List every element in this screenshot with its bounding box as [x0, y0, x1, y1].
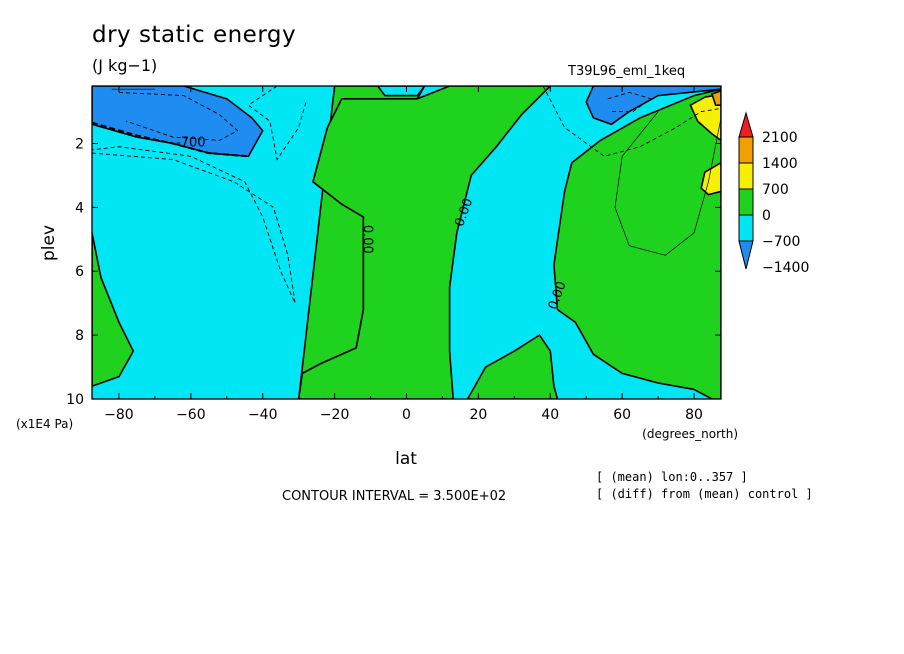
x-tick-label: 0 [402, 407, 411, 423]
y-tick-label: 6 [75, 264, 84, 280]
y-tick-label: 8 [75, 328, 84, 344]
x-tick-label: 80 [685, 407, 703, 423]
colorbar-box [738, 136, 754, 164]
contour-minus700 [92, 121, 249, 158]
colorbar-box [738, 214, 754, 242]
x-axis-units: (degrees_north) [642, 427, 738, 441]
chart-units: (J kg−1) [92, 56, 158, 75]
y-tick-label: 2 [75, 136, 84, 152]
colorbar-label: −700 [762, 234, 800, 250]
colorbar-label: −1400 [762, 260, 809, 276]
colorbar-bottom-arrow [738, 240, 754, 270]
dashed-contour-0 [92, 146, 296, 304]
mean-note: [ (mean) lon:0..357 ] [596, 470, 748, 484]
dashed-contour-2 [247, 86, 307, 161]
region-green-1 [92, 232, 135, 388]
colorbar-label: 0 [762, 208, 771, 224]
x-axis-label: lat [395, 449, 417, 469]
colorbar-label: 2100 [762, 130, 798, 146]
contour-interval: CONTOUR INTERVAL = 3.500E+02 [282, 489, 507, 504]
x-tick-label: 40 [541, 407, 559, 423]
dashed-contour-4 [607, 91, 652, 113]
x-tick-label: 60 [613, 407, 631, 423]
x-tick-label: −20 [320, 407, 350, 423]
x-tick-label: −60 [176, 407, 206, 423]
plot-area [92, 86, 721, 399]
y-tick-label: 4 [75, 200, 84, 216]
contour-label-1: 0.00 [359, 225, 374, 254]
region-blue-10 [92, 86, 264, 158]
y-axis-units: (x1E4 Pa) [16, 417, 73, 431]
y-axis-label: plev [39, 225, 59, 261]
colorbar-top-arrow [738, 111, 754, 138]
chart-title: dry static energy [92, 22, 297, 48]
region-orange-9 [711, 89, 721, 106]
x-tick-label: −40 [248, 407, 278, 423]
diff-note: [ (diff) from (mean) control ] [596, 487, 813, 501]
dashed-contour-3 [542, 86, 721, 157]
y-tick-label: 10 [66, 392, 84, 408]
run-name: T39L96_eml_1keq [568, 64, 686, 79]
colorbar-box [738, 162, 754, 190]
region-cyan-6 [376, 86, 426, 97]
x-tick-label: 20 [469, 407, 487, 423]
colorbar-label: 700 [762, 182, 789, 198]
region-yellow-7 [689, 93, 721, 142]
x-tick-label: −80 [104, 407, 134, 423]
contour-label-0: -700 [176, 136, 206, 151]
region-green-4 [466, 334, 559, 399]
colorbar-box [738, 188, 754, 216]
region-green-3 [297, 86, 552, 399]
region-green-5 [553, 88, 721, 399]
colorbar-label: 1400 [762, 156, 798, 172]
dashed-contour-1 [118, 91, 239, 141]
thin-contour-0 [614, 111, 721, 256]
region-yellow-8 [700, 161, 721, 196]
